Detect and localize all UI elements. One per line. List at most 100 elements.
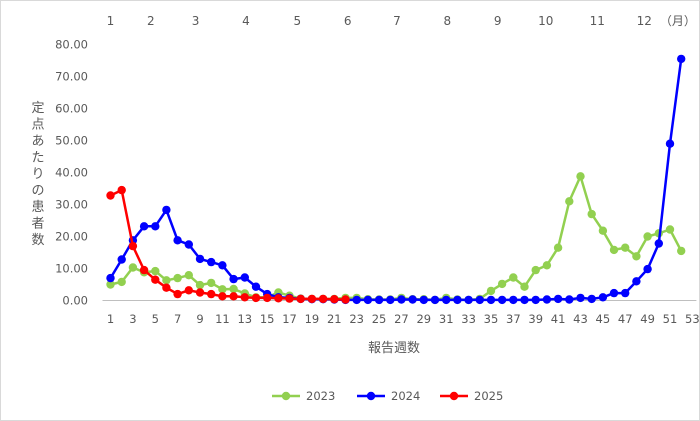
data-point (486, 286, 496, 296)
data-point (643, 264, 652, 274)
data-point (195, 288, 205, 297)
data-point (509, 273, 518, 282)
data-point (117, 185, 126, 195)
data-point (576, 293, 585, 303)
legend-marker (449, 391, 459, 401)
data-point (195, 254, 205, 264)
data-point (363, 295, 373, 305)
x-tick-label: 53 (685, 312, 700, 326)
data-point (251, 293, 261, 303)
data-point (240, 273, 249, 282)
data-point (263, 293, 272, 303)
data-point (497, 279, 507, 289)
data-point (453, 295, 462, 305)
data-point (542, 261, 552, 270)
legend-marker (281, 391, 291, 401)
data-point (106, 191, 115, 200)
data-point (229, 284, 238, 294)
month-label: 8 (443, 14, 451, 28)
data-point (128, 241, 138, 251)
data-point (207, 257, 216, 267)
x-tick-label: 37 (506, 312, 521, 326)
y-tick-label: 10.00 (55, 262, 88, 276)
data-point (296, 294, 305, 304)
data-point (520, 295, 529, 305)
x-tick-label: 5 (152, 312, 159, 326)
y-tick-label: 40.00 (55, 166, 88, 180)
data-point (218, 292, 227, 301)
month-label: 11 (590, 14, 605, 28)
data-point (419, 295, 428, 305)
data-point (229, 274, 238, 284)
data-point (229, 292, 238, 301)
data-point (151, 275, 160, 284)
data-point (307, 294, 317, 304)
data-point (352, 295, 361, 305)
y-tick-label: 50.00 (55, 134, 88, 148)
data-point (408, 295, 417, 304)
x-tick-label: 7 (174, 312, 181, 326)
legend-label: 2025 (474, 389, 503, 403)
data-point (442, 295, 451, 305)
data-point (341, 295, 350, 304)
data-point (565, 295, 574, 304)
month-labels: 1 2 3 4 5 6 7 8 9 10 11 12 （月） (107, 14, 696, 28)
data-point (609, 245, 619, 255)
month-label: 3 (192, 14, 200, 28)
y-tick-label: 30.00 (55, 198, 88, 212)
month-label: （月） (660, 14, 696, 28)
data-point (531, 295, 540, 305)
month-label: 9 (494, 14, 502, 28)
data-point (106, 280, 115, 289)
data-point (397, 295, 406, 304)
x-tick-label: 19 (305, 312, 320, 326)
data-point (621, 243, 630, 252)
data-point (139, 265, 149, 275)
data-point (553, 294, 563, 304)
data-point (184, 271, 193, 280)
x-tick-label: 41 (551, 312, 566, 326)
y-tick-label: 80.00 (55, 38, 88, 52)
data-point (386, 295, 395, 305)
data-point (151, 222, 160, 231)
series-2023 (106, 172, 686, 305)
month-label: 12 (637, 14, 652, 28)
data-point (632, 277, 641, 286)
x-tick-label: 9 (196, 312, 203, 326)
data-point (665, 225, 675, 234)
series-line (109, 188, 346, 301)
data-point (285, 294, 294, 303)
legend-label: 2024 (391, 389, 420, 403)
data-point (128, 263, 138, 272)
data-point (162, 276, 171, 285)
x-tick-label: 31 (439, 312, 454, 326)
data-point (162, 283, 171, 292)
x-axis-title: 報告週数 (368, 341, 420, 356)
data-point (587, 294, 596, 304)
series-line (109, 58, 683, 302)
data-point (531, 265, 540, 275)
data-point (173, 273, 182, 283)
x-tick-label: 17 (282, 312, 297, 326)
data-point (318, 294, 328, 304)
data-point (251, 282, 261, 291)
data-point (151, 266, 160, 276)
x-axis-ticks: 1 3 5 7 9 11 13 15 17 19 21 23 25 27 29 31 33 35 37 39 41 43 4… (107, 312, 700, 326)
data-point (207, 289, 216, 299)
data-point (106, 273, 115, 283)
legend-item-2023: 2023 (272, 389, 335, 403)
month-label: 4 (242, 14, 250, 28)
data-point (542, 295, 552, 304)
x-tick-label: 21 (327, 312, 342, 326)
data-point (486, 295, 496, 305)
data-point (621, 288, 630, 298)
y-tick-label: 20.00 (55, 230, 88, 244)
data-point (195, 280, 205, 290)
data-point (218, 285, 227, 294)
month-label: 10 (538, 14, 553, 28)
y-tick-label: 0.00 (62, 294, 88, 308)
legend-item-2024: 2024 (357, 389, 420, 403)
series-line (110, 175, 683, 302)
x-tick-label: 35 (484, 312, 499, 326)
